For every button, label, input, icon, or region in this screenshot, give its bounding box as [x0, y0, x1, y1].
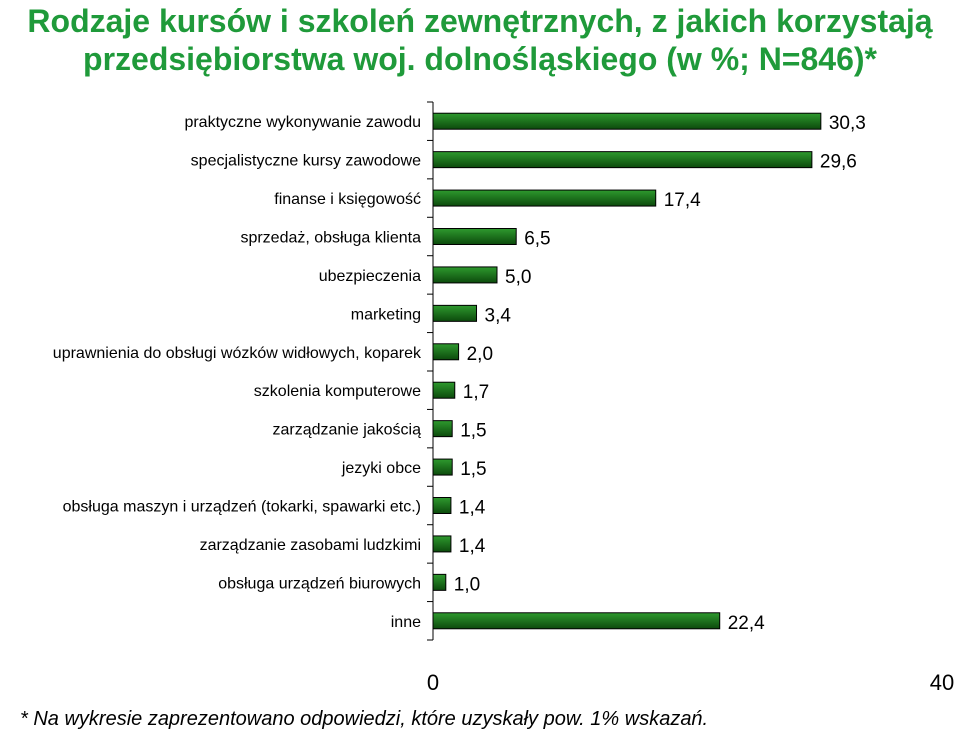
bar	[432, 228, 517, 245]
value-label: 1,7	[463, 382, 489, 403]
category-label: specjalistyczne kursy zawodowe	[191, 153, 421, 170]
value-label: 5,0	[505, 267, 531, 288]
category-label: obsługa maszyn i urządzeń (tokarki, spaw…	[63, 499, 421, 516]
chart-title-line-2: przedsiębiorstwa woj. dolnośląskiego (w …	[83, 41, 877, 77]
value-label: 30,3	[829, 113, 866, 134]
category-label: szkolenia komputerowe	[254, 383, 421, 400]
x-tick-label: 0	[427, 670, 439, 695]
bar	[432, 112, 822, 130]
value-label: 1,4	[459, 498, 486, 519]
category-label: obsługa urządzeń biurowych	[218, 575, 421, 592]
bar	[432, 420, 453, 438]
value-label: 29,6	[820, 152, 857, 173]
bar	[432, 458, 453, 476]
category-label: zarządzanie zasobami ludzkimi	[200, 537, 421, 554]
bar	[432, 189, 657, 207]
bar	[432, 151, 813, 169]
bar	[432, 573, 447, 591]
x-tick-label: 40	[930, 670, 954, 695]
value-label: 6,5	[524, 229, 550, 250]
category-label: praktyczne wykonywanie zawodu	[184, 114, 421, 131]
value-label: 1,0	[454, 574, 480, 595]
category-label: jezyki obce	[341, 460, 421, 477]
category-label: inne	[391, 614, 421, 631]
bar	[432, 612, 721, 630]
category-label: marketing	[351, 306, 421, 323]
value-label: 1,5	[460, 459, 486, 480]
bar	[432, 266, 498, 284]
value-label: 3,4	[485, 305, 512, 326]
bar-chart: praktyczne wykonywanie zawodu 30,3 specjal…	[53, 101, 954, 695]
category-label: zarządzanie jakością	[272, 422, 421, 439]
bar	[432, 497, 452, 514]
bar	[432, 535, 452, 553]
value-label: 1,5	[460, 421, 486, 442]
value-label: 2,0	[467, 344, 493, 365]
plot-area: praktyczne wykonywanie zawodu 30,3 specjal…	[53, 101, 954, 695]
category-label: finanse i księgowość	[274, 191, 421, 208]
bar	[432, 381, 456, 399]
bar	[432, 343, 460, 361]
chart-title-line-1: Rodzaje kursów i szkoleń zewnętrznych, z…	[27, 3, 933, 39]
chart-title: Rodzaje kursów i szkoleń zewnętrznych, z…	[0, 2, 960, 78]
value-label: 1,4	[459, 536, 486, 557]
category-label: uprawnienia do obsługi wózków widłowych,…	[53, 345, 422, 362]
category-label: ubezpieczenia	[319, 268, 421, 285]
value-label: 17,4	[664, 190, 701, 211]
value-label: 22,4	[728, 613, 765, 634]
bar	[432, 304, 478, 322]
category-label: sprzedaż, obsługa klienta	[240, 230, 421, 247]
footnote: * Na wykresie zaprezentowano odpowiedzi,…	[20, 708, 709, 730]
